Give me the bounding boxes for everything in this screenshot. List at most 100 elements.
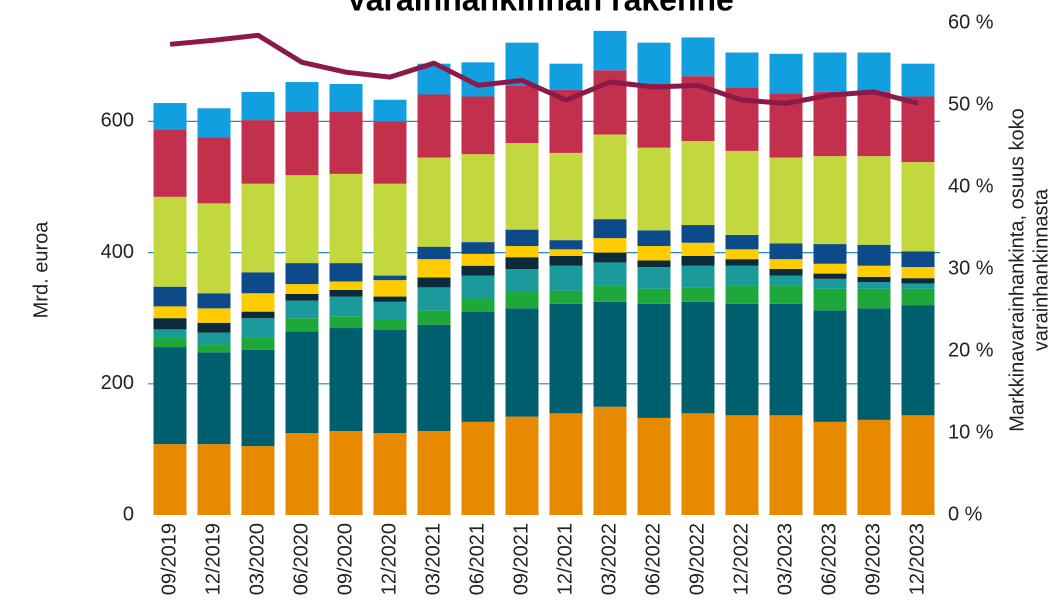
- bar-segment: [241, 293, 275, 312]
- bar-segment: [593, 30, 627, 71]
- x-tick-label: 03/2022: [598, 523, 620, 595]
- y2-axis-label: Markkinavarainhankinta, osuus koko: [1006, 108, 1028, 432]
- bar-segment: [417, 287, 451, 311]
- bar-segment: [769, 243, 803, 260]
- bar-segment: [153, 347, 187, 445]
- bar-segment: [197, 352, 231, 445]
- bar-segment: [901, 283, 935, 289]
- bar-segment: [857, 52, 891, 92]
- bar-segment: [637, 303, 671, 418]
- bar-segment: [373, 121, 407, 184]
- bar-segment: [505, 246, 539, 258]
- bar-segment: [241, 183, 275, 273]
- bar-segment: [901, 96, 935, 163]
- bar-segment: [725, 303, 759, 416]
- bar-segment: [417, 431, 451, 515]
- x-tick-label: 12/2020: [378, 523, 400, 595]
- bar-segment: [857, 265, 891, 277]
- bar-segment: [241, 349, 275, 447]
- y2-tick-label: 0 %: [948, 503, 983, 525]
- y2-tick-label: 60 %: [948, 11, 994, 33]
- bar-segment: [417, 157, 451, 247]
- bar-segment: [153, 329, 187, 338]
- bar-segment: [681, 301, 715, 414]
- bar-segment: [549, 152, 583, 241]
- bar-segment: [285, 433, 319, 515]
- bar-segment: [813, 244, 847, 264]
- bar-segment: [681, 265, 715, 288]
- bar-segment: [153, 306, 187, 319]
- bar-segment: [725, 234, 759, 250]
- bar-segment: [505, 257, 539, 269]
- x-tick-label: 06/2020: [290, 523, 312, 595]
- bar-segment: [549, 249, 583, 256]
- bar-segment: [857, 308, 891, 420]
- bar-segment: [241, 120, 275, 184]
- bar-segment: [725, 285, 759, 304]
- bar-segment: [857, 419, 891, 515]
- bar-segment: [461, 154, 495, 243]
- bar-segment: [153, 103, 187, 130]
- bar-segment: [681, 255, 715, 266]
- bar-segment: [637, 84, 671, 148]
- chart-title: Varainhankinnan rakenne: [346, 0, 734, 17]
- bar-segment: [901, 251, 935, 268]
- bar-segment: [769, 53, 803, 94]
- bar-segment: [329, 173, 363, 264]
- bar-segment: [197, 322, 231, 333]
- bar-segment: [329, 316, 363, 329]
- bar-segment: [813, 52, 847, 92]
- bar-segment: [373, 330, 407, 433]
- bar-segment: [813, 273, 847, 279]
- x-tick-label: 09/2022: [686, 523, 708, 595]
- y2-tick-label: 30 %: [948, 257, 994, 279]
- bar-segment: [505, 291, 539, 309]
- bar-segment: [285, 175, 319, 264]
- bar-segment: [241, 318, 275, 338]
- bar-segment: [505, 308, 539, 417]
- bar-segment: [857, 276, 891, 283]
- bar-segment: [417, 246, 451, 260]
- bar-segment: [197, 444, 231, 515]
- y2-tick-label: 20 %: [948, 339, 994, 361]
- line-series: [169, 32, 919, 106]
- bar-segment: [901, 278, 935, 284]
- bar-segment: [285, 331, 319, 433]
- bar-segment: [197, 108, 231, 138]
- bar-segment: [901, 63, 935, 97]
- x-tick-label: 09/2021: [510, 523, 532, 595]
- y-tick-label: 600: [101, 110, 134, 132]
- bar-segment: [725, 249, 759, 260]
- bar-segment: [153, 318, 187, 330]
- bar-segment: [417, 324, 451, 432]
- bar-segment: [857, 288, 891, 309]
- bar-segment: [769, 285, 803, 304]
- bar-segment: [901, 267, 935, 279]
- bar-segment: [197, 203, 231, 294]
- bar-segment: [153, 286, 187, 307]
- bar-segment: [769, 275, 803, 286]
- bar-segment: [593, 134, 627, 220]
- bar-segment: [549, 255, 583, 266]
- bar-segment: [461, 242, 495, 254]
- bar-segment: [373, 433, 407, 515]
- bar-segment: [197, 332, 231, 345]
- bar-segment: [197, 137, 231, 204]
- x-tick-label: 12/2023: [906, 523, 928, 595]
- bar-segment: [285, 111, 319, 176]
- bar-segment: [813, 278, 847, 289]
- bar-segment: [373, 99, 407, 122]
- bar-segment: [901, 288, 935, 306]
- bar-segment: [329, 263, 363, 282]
- bar-segment: [461, 253, 495, 266]
- bar-segment: [153, 196, 187, 287]
- bar-segment: [373, 275, 407, 281]
- bar-segment: [593, 285, 627, 302]
- bar-segment: [329, 289, 363, 297]
- y2-tick-label: 50 %: [948, 93, 994, 115]
- bar-segment: [285, 284, 319, 294]
- bar-segment: [681, 37, 715, 77]
- bar-segment: [461, 311, 495, 422]
- x-tick-label: 12/2022: [730, 523, 752, 595]
